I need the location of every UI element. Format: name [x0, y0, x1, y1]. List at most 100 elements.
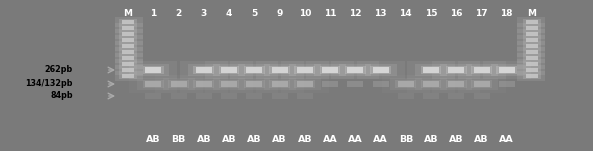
Bar [244, 66, 264, 74]
Text: 12: 12 [349, 8, 362, 18]
Text: 18: 18 [500, 8, 513, 18]
Bar [238, 78, 270, 90]
Text: AA: AA [323, 135, 337, 145]
Bar [145, 67, 161, 73]
Text: AB: AB [298, 135, 312, 145]
Bar [314, 64, 346, 76]
Bar [517, 23, 547, 33]
Bar [517, 41, 547, 51]
Bar [407, 75, 455, 93]
Bar [458, 75, 505, 93]
Bar [168, 80, 189, 88]
Bar [458, 61, 505, 79]
Bar [122, 50, 134, 54]
Bar [272, 81, 288, 87]
Text: AB: AB [424, 135, 438, 145]
Bar [289, 78, 321, 90]
Text: AB: AB [247, 135, 262, 145]
Bar [122, 38, 134, 42]
Bar [471, 66, 492, 74]
Bar [440, 78, 472, 90]
Bar [356, 61, 404, 79]
Bar [446, 80, 467, 88]
Text: AB: AB [196, 135, 211, 145]
Bar [113, 53, 143, 63]
Bar [129, 75, 177, 93]
Text: 9: 9 [276, 8, 283, 18]
Bar [526, 26, 538, 30]
Text: 3: 3 [200, 8, 207, 18]
Bar [526, 44, 538, 48]
Bar [517, 47, 547, 57]
Bar [188, 78, 220, 90]
Bar [196, 93, 212, 99]
Text: 134/132pb: 134/132pb [25, 79, 73, 88]
Bar [296, 67, 313, 73]
Bar [119, 49, 137, 55]
Bar [205, 61, 253, 79]
Bar [448, 81, 464, 87]
Text: 5: 5 [251, 8, 257, 18]
Text: AB: AB [272, 135, 287, 145]
Bar [390, 78, 422, 90]
Bar [339, 64, 371, 76]
Bar [196, 81, 212, 87]
Bar [246, 67, 262, 73]
Bar [523, 43, 541, 49]
Text: M: M [528, 8, 537, 18]
Bar [347, 67, 364, 73]
Text: AA: AA [373, 135, 388, 145]
Bar [448, 67, 464, 73]
Bar [499, 81, 515, 87]
Bar [420, 80, 441, 88]
Bar [407, 61, 455, 79]
Bar [221, 67, 237, 73]
Bar [517, 29, 547, 39]
Bar [446, 66, 467, 74]
Bar [322, 81, 338, 87]
Bar [466, 64, 498, 76]
Bar [219, 66, 240, 74]
Bar [113, 71, 143, 81]
Bar [296, 93, 313, 99]
Bar [526, 38, 538, 42]
Bar [331, 61, 380, 79]
Bar [523, 19, 541, 25]
Bar [256, 61, 304, 79]
Bar [523, 49, 541, 55]
Bar [526, 68, 538, 72]
Text: 4: 4 [226, 8, 232, 18]
Bar [137, 78, 169, 90]
Bar [113, 23, 143, 33]
Bar [119, 61, 137, 67]
Bar [256, 75, 304, 93]
Bar [517, 35, 547, 45]
Bar [517, 59, 547, 69]
Bar [420, 66, 441, 74]
Bar [213, 64, 245, 76]
Bar [238, 64, 270, 76]
Bar [370, 66, 391, 74]
Bar [113, 17, 143, 27]
Bar [523, 31, 541, 37]
Bar [213, 78, 245, 90]
Bar [119, 73, 137, 79]
Bar [294, 80, 315, 88]
Bar [119, 37, 137, 43]
Text: AB: AB [474, 135, 489, 145]
Bar [230, 75, 278, 93]
Bar [155, 75, 202, 93]
Bar [269, 66, 290, 74]
Bar [145, 93, 161, 99]
Bar [205, 75, 253, 93]
Bar [180, 61, 228, 79]
Text: 13: 13 [374, 8, 387, 18]
Bar [526, 62, 538, 66]
Text: BB: BB [171, 135, 186, 145]
Bar [415, 64, 447, 76]
Bar [119, 43, 137, 49]
Text: 84pb: 84pb [50, 92, 73, 101]
Bar [473, 67, 489, 73]
Bar [432, 61, 480, 79]
Bar [272, 93, 288, 99]
